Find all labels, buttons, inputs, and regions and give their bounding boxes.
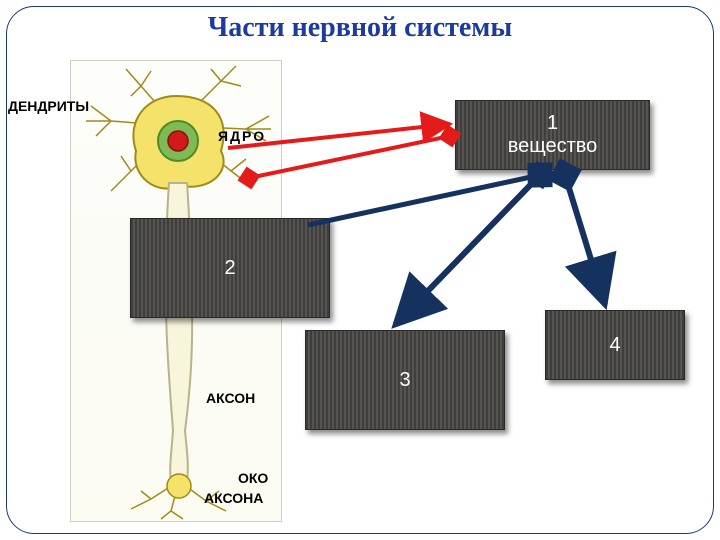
label-axon: АКСОН bbox=[206, 390, 255, 406]
box-2-label: 2 bbox=[224, 257, 235, 280]
slide-title: Части нервной системы bbox=[0, 12, 720, 44]
label-nucleus: ЯДРО bbox=[218, 128, 266, 144]
box-3: 3 bbox=[305, 330, 505, 430]
box-2: 2 bbox=[130, 218, 330, 318]
label-dendrites: ДЕНДРИТЫ bbox=[8, 98, 89, 114]
box-4-label: 4 bbox=[609, 334, 620, 357]
box-3-label: 3 bbox=[399, 369, 410, 392]
box-4: 4 bbox=[545, 310, 685, 380]
label-axon-ending-1: ОКО bbox=[238, 470, 268, 486]
box-1-line1: 1 bbox=[547, 112, 558, 135]
box-1: 1 вещество bbox=[455, 100, 650, 170]
label-axon-ending-2: АКСОНА bbox=[204, 490, 263, 506]
box-1-line2: вещество bbox=[508, 135, 598, 158]
